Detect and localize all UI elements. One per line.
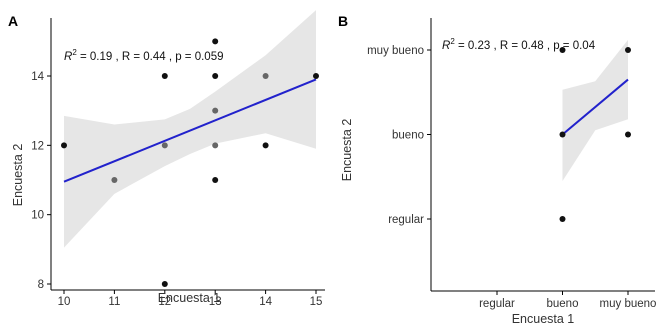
a-ci-band bbox=[64, 10, 316, 248]
a-stat-r2-symbol: R bbox=[64, 51, 72, 63]
a-fit-line bbox=[63, 78, 317, 183]
b-stat-rest: = 0.23 , R = 0.48 , p = 0.04 bbox=[455, 40, 596, 52]
b-x-tick-label: muy bueno bbox=[600, 298, 657, 310]
b-point-4 bbox=[625, 131, 631, 138]
b-y-tick-label: regular bbox=[388, 214, 424, 226]
a-point-0 bbox=[61, 142, 67, 149]
a-points bbox=[61, 38, 319, 287]
a-point-8 bbox=[212, 142, 219, 149]
b-x-axis-title: Encuesta 1 bbox=[512, 312, 575, 326]
b-y-axis-title: Encuesta 2 bbox=[340, 119, 354, 182]
panel-b: B regular bueno muy bueno regular bueno muy b… bbox=[338, 13, 656, 326]
a-x-tick-label: 11 bbox=[108, 296, 120, 308]
a-x-tick-label: 13 bbox=[209, 296, 222, 308]
a-stat-rest: = 0.19 , R = 0.44 , p = 0.059 bbox=[77, 51, 224, 63]
b-ci-band bbox=[562, 39, 628, 181]
b-fit-line bbox=[561, 78, 629, 136]
b-points bbox=[559, 47, 631, 222]
a-point-11 bbox=[262, 142, 269, 149]
a-point-9 bbox=[212, 177, 219, 183]
a-stat-r2-sup: 2 bbox=[72, 48, 77, 57]
panel-a-letter: A bbox=[8, 13, 18, 29]
a-point-10 bbox=[262, 73, 269, 79]
a-point-6 bbox=[212, 73, 219, 79]
b-stat-r2-symbol: R bbox=[442, 40, 450, 52]
a-point-1 bbox=[111, 177, 118, 183]
b-point-0 bbox=[559, 47, 566, 53]
a-y-tick-label: 10 bbox=[31, 210, 44, 222]
a-x-axis-title: Encuesta 1 bbox=[158, 291, 221, 305]
a-stat-text: R2 = 0.19 , R = 0.44 , p = 0.059 bbox=[64, 48, 224, 63]
a-axes: 10 11 12 13 14 15 8 10 12 14 bbox=[31, 18, 325, 308]
a-y-tick-label: 14 bbox=[31, 71, 44, 83]
a-y-axis-title: Encuesta 2 bbox=[11, 144, 25, 207]
a-confidence-band bbox=[64, 10, 316, 248]
a-fit-line-group bbox=[63, 78, 317, 183]
b-x-tick-label: regular bbox=[479, 298, 515, 310]
b-stat-r2-sup: 2 bbox=[450, 37, 455, 46]
a-point-4 bbox=[161, 281, 168, 287]
a-x-tick-label: 14 bbox=[259, 296, 272, 308]
a-point-2 bbox=[161, 73, 168, 79]
a-y-tick-label: 12 bbox=[31, 140, 44, 152]
a-point-7 bbox=[212, 107, 219, 114]
a-point-5 bbox=[212, 38, 219, 45]
a-x-tick-label: 15 bbox=[310, 296, 323, 308]
b-axes: regular bueno muy bueno regular bueno muy bue… bbox=[367, 18, 656, 310]
a-point-3 bbox=[161, 142, 168, 149]
b-point-3 bbox=[625, 47, 631, 53]
b-y-tick-label: bueno bbox=[392, 130, 424, 142]
b-point-2 bbox=[559, 216, 566, 222]
b-point-1 bbox=[559, 131, 566, 138]
b-y-tick-label: muy bueno bbox=[367, 45, 424, 57]
a-x-tick-label: 12 bbox=[158, 296, 171, 308]
a-x-tick-label: 10 bbox=[58, 296, 71, 308]
b-x-tick-label: bueno bbox=[547, 298, 579, 310]
b-confidence-band bbox=[562, 39, 628, 181]
b-stat-text: R2 = 0.23 , R = 0.48 , p = 0.04 bbox=[442, 37, 596, 52]
b-fit-line-group bbox=[561, 78, 629, 136]
a-point-12 bbox=[313, 73, 319, 79]
panel-a: A 10 11 12 13 14 15 8 10 12 14 R2 = 0.19 , R = 0.… bbox=[8, 10, 325, 308]
a-y-tick-label: 8 bbox=[38, 279, 44, 291]
panel-b-letter: B bbox=[338, 13, 348, 29]
